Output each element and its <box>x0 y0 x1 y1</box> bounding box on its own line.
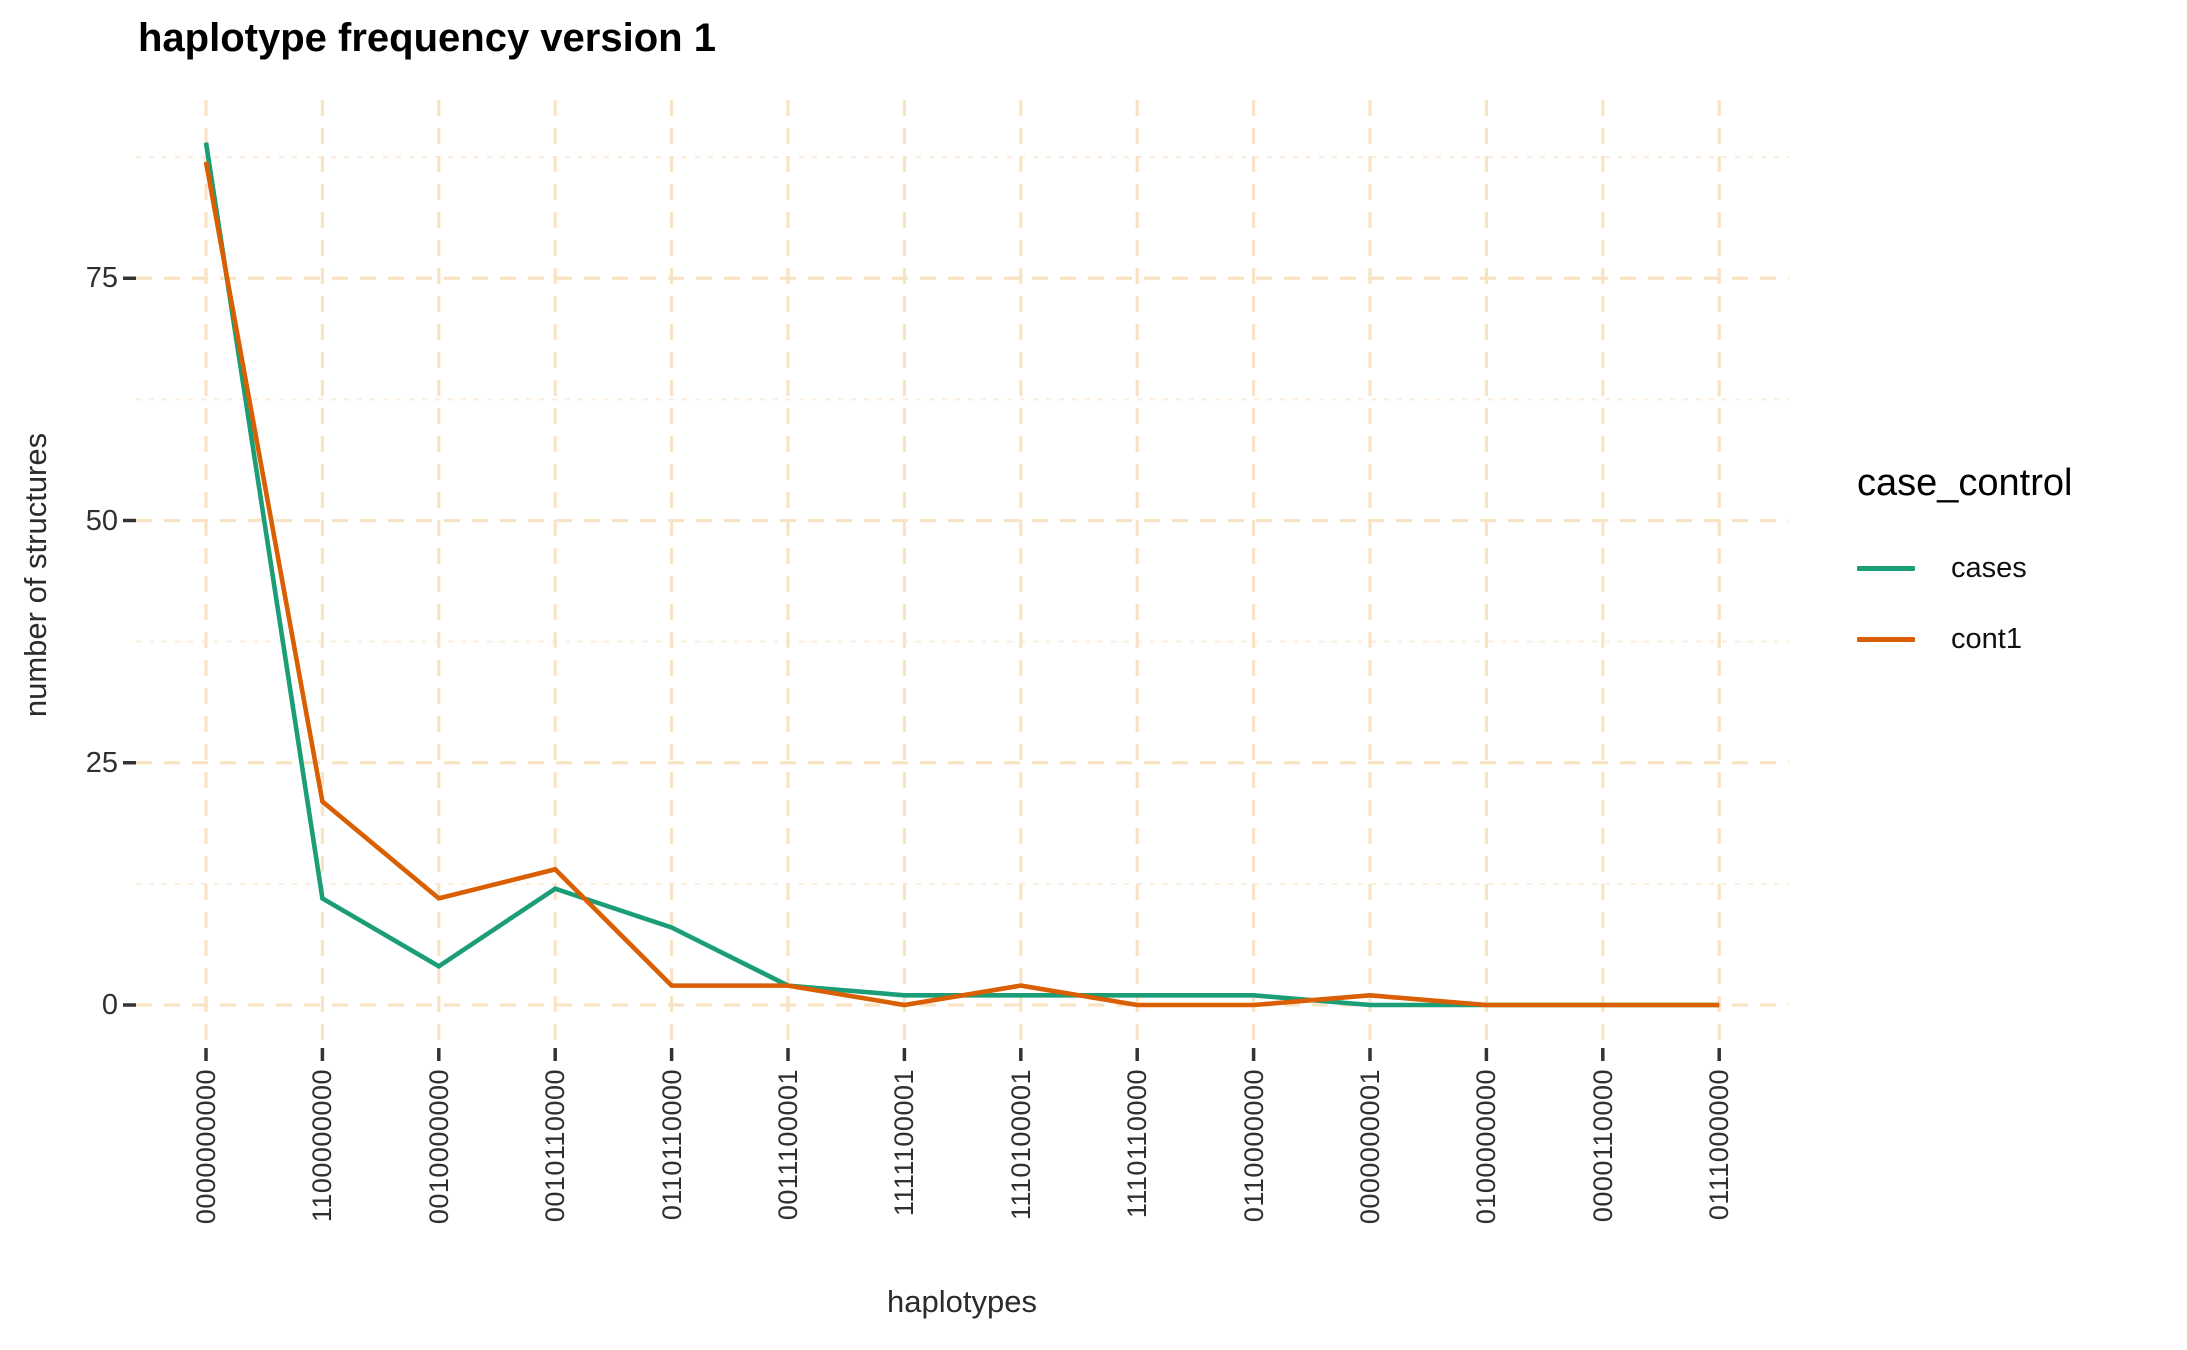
series-line-cont1 <box>203 161 1720 1008</box>
y-tick-label: 0 <box>101 989 118 1021</box>
legend-key-line-icon <box>1857 636 1915 642</box>
x-tick-label: 0000110000 <box>1587 1069 1618 1223</box>
y-tick-label: 75 <box>85 262 118 295</box>
x-tick-label: 0111000000 <box>1704 1069 1735 1221</box>
y-tick-label: 50 <box>85 504 118 537</box>
x-tick-label: 1110100001 <box>1005 1069 1036 1221</box>
x-tick-label: 0011100001 <box>773 1069 803 1221</box>
chart-title: haplotype frequency version 1 <box>138 16 716 60</box>
legend: case_control cases cont1 <box>1857 462 2072 687</box>
y-tick-label: 25 <box>85 746 118 779</box>
legend-rows: cases cont1 <box>1857 545 2072 662</box>
x-tick-label: 0010110000 <box>540 1069 571 1223</box>
x-tick-label: 1110110000 <box>1122 1069 1153 1219</box>
legend-key-line-icon <box>1857 565 1915 571</box>
x-tick-label: 0100000000 <box>1471 1069 1502 1225</box>
legend-item-cases: cases <box>1857 545 2072 591</box>
x-tick-label: 0000000001 <box>1355 1069 1385 1225</box>
x-tick-label: 1111100001 <box>889 1069 920 1217</box>
series-line-cases <box>203 142 1720 1008</box>
legend-title: case_control <box>1857 462 2073 504</box>
legend-label: cases <box>1951 551 2027 584</box>
x-tick-label: 1100000000 <box>307 1069 338 1223</box>
x-tick-label: 0110110000 <box>656 1069 687 1221</box>
legend-item-cont1: cont1 <box>1857 616 2072 662</box>
plot-panel <box>123 100 1789 1061</box>
x-tick-label: 0110000000 <box>1238 1069 1269 1223</box>
x-axis-title: haplotypes <box>887 1284 1037 1319</box>
x-tick-label: 0010000000 <box>423 1069 454 1225</box>
x-tick-label: 0000000000 <box>191 1069 221 1225</box>
legend-label: cont1 <box>1951 622 2022 655</box>
